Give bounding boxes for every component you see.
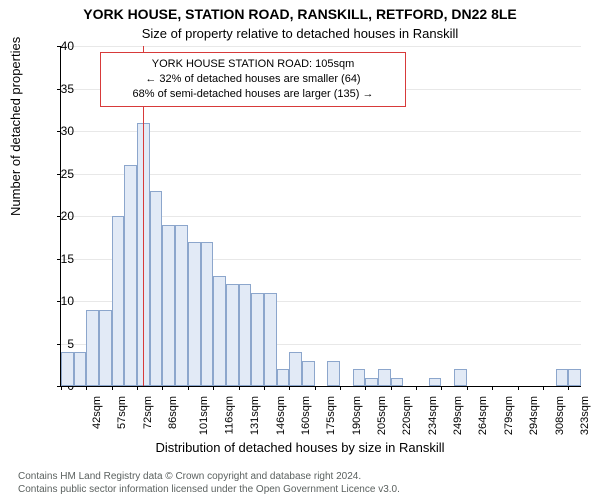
annotation-line: YORK HOUSE STATION ROAD: 105sqm	[107, 57, 399, 72]
x-axis-label: Distribution of detached houses by size …	[0, 440, 600, 455]
ytick-label: 30	[34, 124, 74, 138]
histogram-bar	[454, 369, 467, 386]
histogram-bar	[378, 369, 391, 386]
histogram-bar	[74, 352, 87, 386]
xtick-mark	[86, 386, 87, 390]
xtick-label: 131sqm	[249, 396, 261, 435]
xtick-mark	[518, 386, 519, 390]
xtick-mark	[213, 386, 214, 390]
histogram-bar	[201, 242, 214, 387]
histogram-bar	[289, 352, 302, 386]
xtick-mark	[340, 386, 341, 390]
histogram-bar	[365, 378, 378, 387]
xtick-label: 294sqm	[528, 396, 540, 435]
histogram-bar	[99, 310, 112, 387]
xtick-label: 175sqm	[325, 396, 337, 435]
xtick-label: 86sqm	[167, 396, 179, 429]
xtick-label: 160sqm	[300, 396, 312, 435]
histogram-chart: YORK HOUSE, STATION ROAD, RANSKILL, RETF…	[0, 0, 600, 500]
ytick-label: 40	[34, 39, 74, 53]
xtick-mark	[188, 386, 189, 390]
histogram-bar	[568, 369, 581, 386]
histogram-bar	[264, 293, 277, 387]
xtick-mark	[391, 386, 392, 390]
footer-line-1: Contains HM Land Registry data © Crown c…	[18, 471, 361, 482]
histogram-bar	[124, 165, 137, 386]
xtick-mark	[441, 386, 442, 390]
xtick-label: 190sqm	[351, 396, 363, 435]
xtick-label: 234sqm	[427, 396, 439, 435]
histogram-bar	[429, 378, 442, 387]
ytick-label: 5	[34, 337, 74, 351]
histogram-bar	[556, 369, 569, 386]
xtick-mark	[315, 386, 316, 390]
histogram-bar	[239, 284, 252, 386]
histogram-bar	[391, 378, 404, 387]
histogram-bar	[353, 369, 366, 386]
ytick-label: 35	[34, 82, 74, 96]
xtick-label: 42sqm	[91, 396, 103, 429]
xtick-label: 57sqm	[116, 396, 128, 429]
ytick-label: 25	[34, 167, 74, 181]
histogram-bar	[175, 225, 188, 387]
footer-line-2: Contains public sector information licen…	[18, 484, 400, 495]
histogram-bar	[213, 276, 226, 387]
xtick-label: 279sqm	[503, 396, 515, 435]
xtick-label: 116sqm	[223, 396, 235, 434]
xtick-label: 264sqm	[478, 396, 490, 435]
xtick-mark	[289, 386, 290, 390]
xtick-label: 205sqm	[376, 396, 388, 435]
histogram-bar	[162, 225, 175, 387]
xtick-mark	[416, 386, 417, 390]
histogram-bar	[327, 361, 340, 387]
xtick-mark	[239, 386, 240, 390]
annotation-line: ← 32% of detached houses are smaller (64…	[107, 72, 399, 87]
xtick-mark	[568, 386, 569, 390]
annotation-box: YORK HOUSE STATION ROAD: 105sqm← 32% of …	[100, 52, 406, 107]
annotation-line: 68% of semi-detached houses are larger (…	[107, 87, 399, 102]
histogram-bar	[226, 284, 239, 386]
histogram-bar	[86, 310, 99, 387]
histogram-bar	[61, 352, 74, 386]
xtick-mark	[467, 386, 468, 390]
xtick-label: 308sqm	[554, 396, 566, 435]
xtick-label: 323sqm	[579, 396, 591, 435]
xtick-label: 72sqm	[142, 396, 154, 429]
histogram-bar	[112, 216, 125, 386]
xtick-mark	[264, 386, 265, 390]
histogram-bar	[277, 369, 290, 386]
xtick-mark	[492, 386, 493, 390]
xtick-label: 101sqm	[199, 396, 211, 435]
chart-title-main: YORK HOUSE, STATION ROAD, RANSKILL, RETF…	[0, 6, 600, 22]
xtick-label: 146sqm	[275, 396, 287, 435]
xtick-mark	[137, 386, 138, 390]
y-axis-label: Number of detached properties	[8, 37, 23, 216]
histogram-bar	[302, 361, 315, 387]
ytick-label: 15	[34, 252, 74, 266]
xtick-label: 220sqm	[402, 396, 414, 435]
xtick-mark	[162, 386, 163, 390]
xtick-mark	[112, 386, 113, 390]
ytick-label: 20	[34, 209, 74, 223]
chart-title-sub: Size of property relative to detached ho…	[0, 26, 600, 41]
xtick-mark	[543, 386, 544, 390]
grid-line	[61, 46, 581, 47]
histogram-bar	[188, 242, 201, 387]
xtick-label: 249sqm	[452, 396, 464, 435]
histogram-bar	[251, 293, 264, 387]
ytick-label: 10	[34, 294, 74, 308]
xtick-mark	[365, 386, 366, 390]
histogram-bar	[150, 191, 163, 387]
